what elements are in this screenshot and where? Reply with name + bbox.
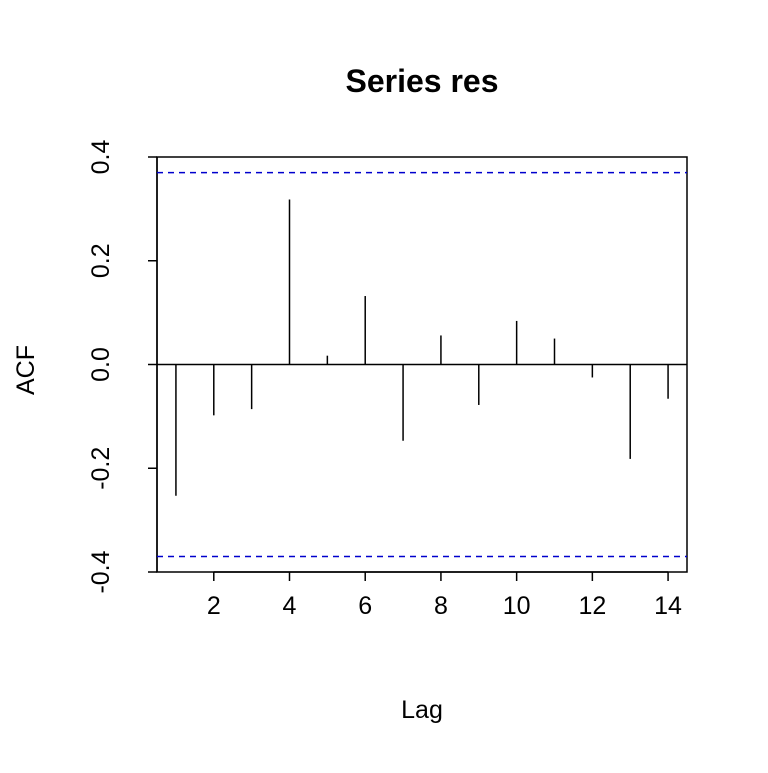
y-axis-label: ACF (12, 345, 40, 395)
y-tick-label: -0.4 (87, 550, 115, 593)
x-tick-label: 8 (434, 592, 448, 620)
x-tick-label: 12 (578, 592, 606, 620)
x-tick-label: 14 (654, 592, 682, 620)
x-axis-label: Lag (401, 696, 443, 724)
y-tick-label: 0.0 (87, 347, 115, 382)
y-tick-label: 0.2 (87, 243, 115, 278)
y-tick-label: 0.4 (87, 140, 115, 175)
chart-marks: 2 4 6 8 10 12 14 -0.4 -0.2 0.0 0.2 0.4 (87, 140, 687, 620)
x-tick-label: 10 (503, 592, 531, 620)
chart-title: Series res (345, 63, 498, 99)
x-tick-label: 2 (207, 592, 221, 620)
x-tick-label: 6 (358, 592, 372, 620)
x-tick-label: 4 (283, 592, 297, 620)
y-tick-label: -0.2 (87, 447, 115, 490)
